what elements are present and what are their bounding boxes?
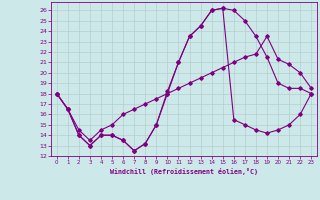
X-axis label: Windchill (Refroidissement éolien,°C): Windchill (Refroidissement éolien,°C) [110,168,258,175]
